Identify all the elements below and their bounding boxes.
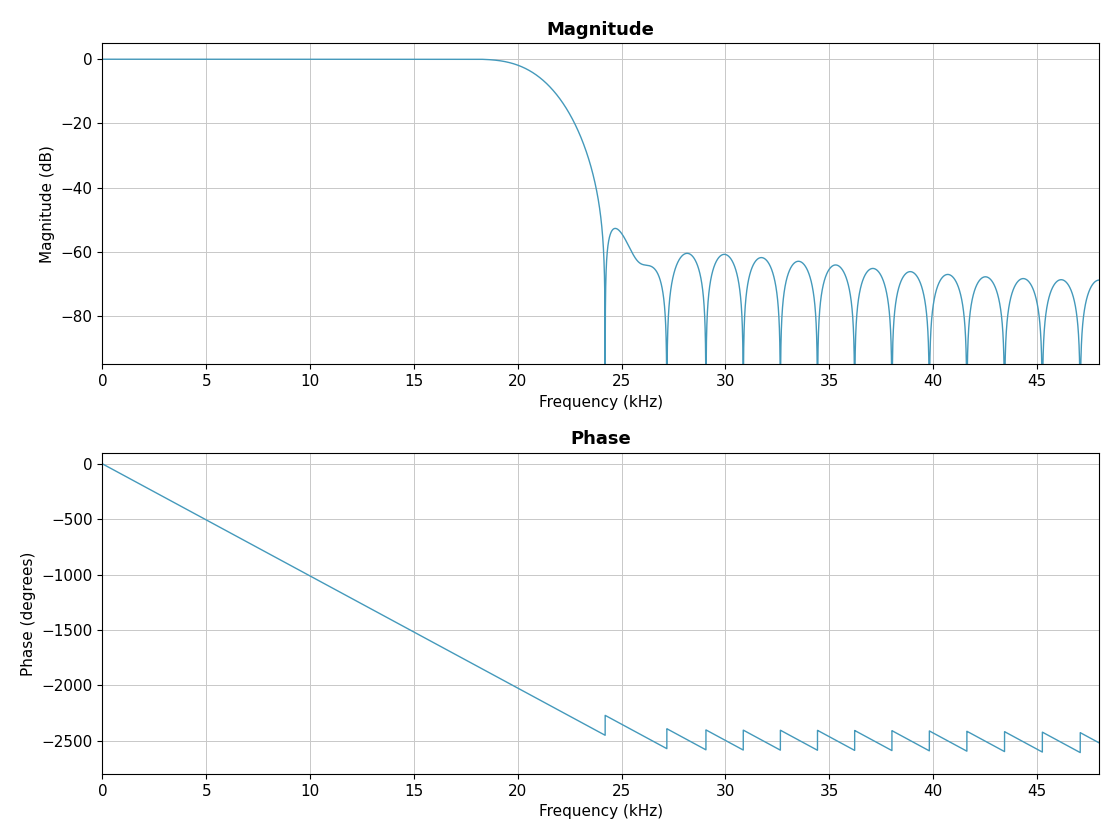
Title: Phase: Phase <box>570 430 632 449</box>
Y-axis label: Phase (degrees): Phase (degrees) <box>21 551 36 675</box>
X-axis label: Frequency (kHz): Frequency (kHz) <box>539 804 663 819</box>
X-axis label: Frequency (kHz): Frequency (kHz) <box>539 395 663 410</box>
Y-axis label: Magnitude (dB): Magnitude (dB) <box>40 144 55 263</box>
Title: Magnitude: Magnitude <box>547 21 655 39</box>
